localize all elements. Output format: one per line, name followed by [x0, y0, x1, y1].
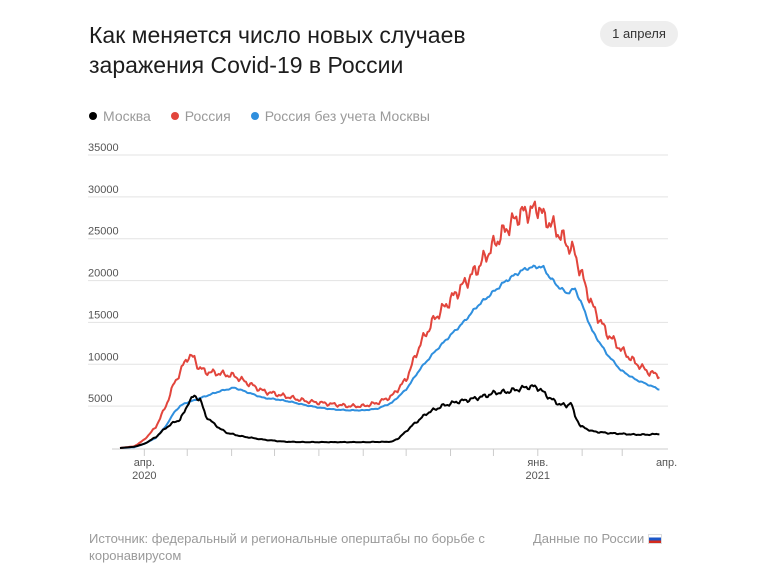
- legend-item-moscow[interactable]: Москва: [89, 108, 151, 124]
- legend-label-moscow: Москва: [103, 108, 151, 124]
- y-tick-label-10000: 10000: [88, 351, 119, 363]
- legend-dot-russia-without-moscow: [250, 112, 259, 120]
- y-tick-label-5000: 5000: [88, 393, 112, 405]
- series-line-russia-without-moscow: [119, 264, 660, 449]
- legend-item-russia-without-moscow[interactable]: Россия без учета Москвы: [250, 108, 430, 124]
- series-line-moscow: [119, 384, 660, 449]
- series-line-russia: [119, 200, 660, 449]
- x-tick-label-1: янв.: [527, 457, 548, 469]
- date-badge: 1 апреля: [600, 21, 678, 47]
- data-scope-note: Данные по России: [533, 530, 663, 547]
- x-tick-year-label-1: 2021: [526, 470, 550, 480]
- y-tick-label-25000: 25000: [88, 226, 119, 238]
- legend-dot-moscow: [89, 112, 97, 120]
- legend-dot-russia: [170, 112, 179, 120]
- legend-item-russia[interactable]: Россия: [170, 108, 231, 124]
- source-note: Источник: федеральный и региональные опе…: [89, 531, 485, 563]
- legend: Москва Россия Россия без учета Москвы: [89, 107, 450, 125]
- legend-label-russia-without-moscow: Россия без учета Москвы: [264, 108, 430, 124]
- legend-label-russia: Россия: [184, 108, 231, 124]
- y-tick-label-35000: 35000: [88, 142, 119, 154]
- y-tick-label-20000: 20000: [88, 268, 119, 280]
- data-scope-label: Данные по России: [533, 531, 645, 546]
- chart-title: Как меняется число новых случаев заражен…: [89, 22, 466, 78]
- x-tick-year-label-0: 2020: [132, 470, 156, 480]
- russia-flag-icon: [648, 533, 663, 544]
- x-tick-label-0: апр.: [134, 457, 155, 469]
- y-tick-label-30000: 30000: [88, 184, 119, 196]
- y-tick-label-15000: 15000: [88, 309, 119, 321]
- line-chart: 5000100001500020000250003000035000апр.20…: [88, 142, 677, 480]
- x-tick-label-2: апр.: [656, 457, 677, 469]
